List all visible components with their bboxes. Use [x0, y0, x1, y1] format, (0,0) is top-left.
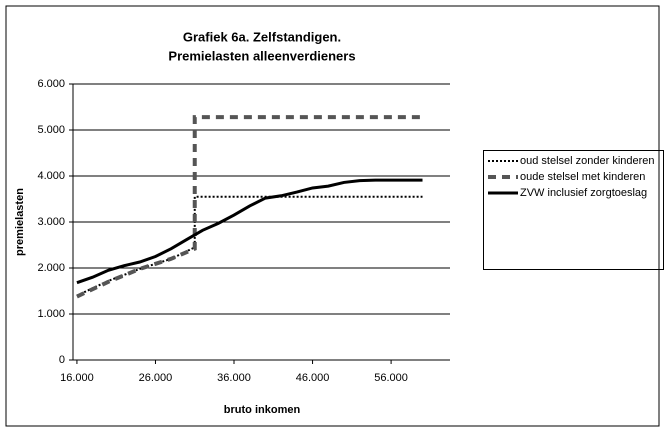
legend-item: oude stelsel met kinderen [486, 171, 661, 183]
legend-swatch [488, 191, 518, 195]
x-tick-label: 16.000 [60, 372, 94, 384]
legend-item: oud stelsel zonder kinderen [486, 155, 661, 167]
y-tick-label: 5.000 [37, 124, 65, 136]
chart-title: Grafiek 6a. Zelfstandigen. [183, 29, 341, 44]
series-line [76, 115, 423, 299]
y-tick-label: 6.000 [37, 78, 65, 90]
legend: oud stelsel zonder kinderen oude stelsel … [483, 150, 664, 270]
x-axis-label: bruto inkomen [224, 404, 301, 416]
y-tick-label: 2.000 [37, 262, 65, 274]
legend-swatch [488, 175, 518, 179]
chart-title: Premielasten alleenverdieners [168, 48, 355, 63]
legend-label: oud stelsel zonder kinderen [520, 155, 655, 167]
legend-label: oude stelsel met kinderen [520, 171, 646, 183]
x-tick-label: 56.000 [374, 372, 408, 384]
legend-item: ZVW inclusief zorgtoeslag [486, 187, 661, 199]
y-tick-label: 3.000 [37, 216, 65, 228]
x-tick-label: 46.000 [296, 372, 330, 384]
y-tick-label: 4.000 [37, 170, 65, 182]
legend-label: ZVW inclusief zorgtoeslag [520, 187, 648, 199]
series-line [76, 178, 423, 285]
x-tick-label: 36.000 [217, 372, 251, 384]
legend-swatch [488, 160, 518, 162]
y-tick-label: 0 [59, 354, 65, 366]
chart-border [5, 5, 660, 427]
x-tick-label: 26.000 [139, 372, 173, 384]
y-tick-label: 1.000 [37, 308, 65, 320]
y-axis-label: premielasten [14, 188, 26, 256]
